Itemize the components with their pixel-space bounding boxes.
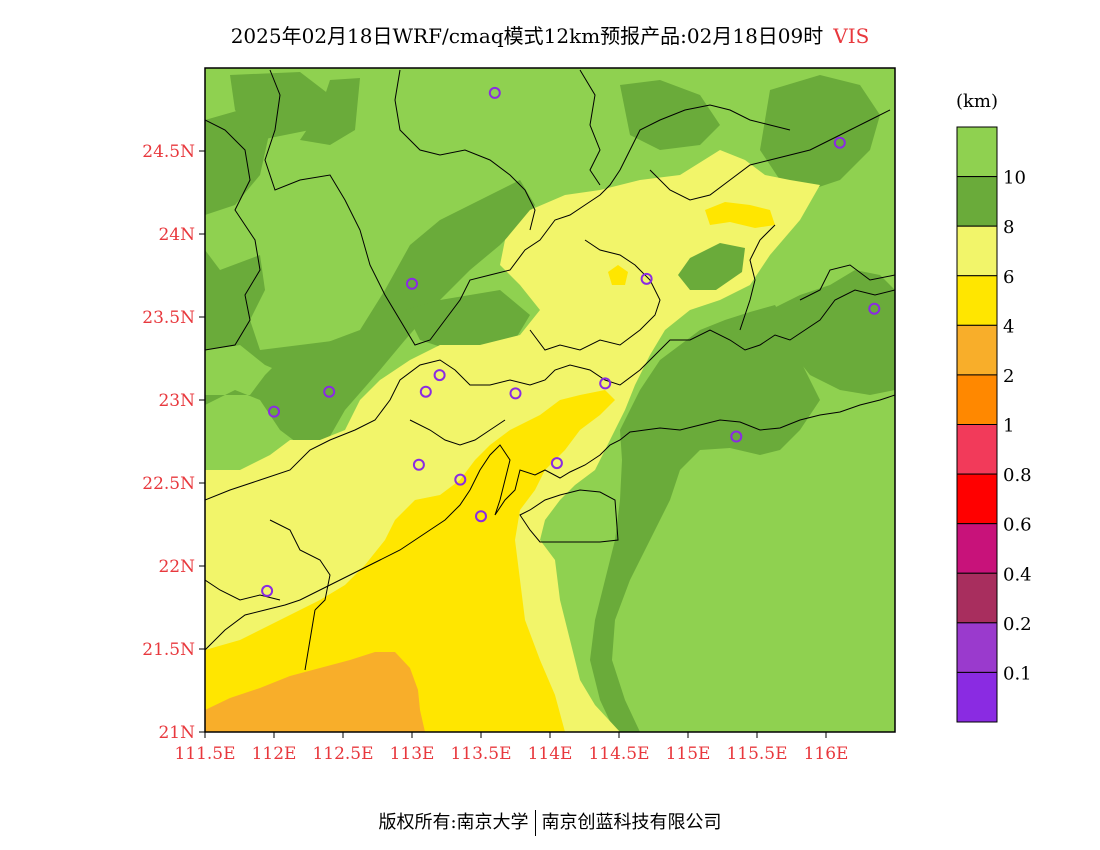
colorbar-swatch	[956, 176, 998, 227]
lon-tick-label: 116E	[804, 744, 849, 764]
province-border-9	[649, 109, 891, 201]
station-marker	[833, 136, 846, 149]
vis-band-2-4	[205, 652, 425, 732]
colorbar-swatch	[956, 225, 998, 277]
lon-tick-label: 113.5E	[450, 744, 511, 764]
station-marker	[475, 510, 487, 523]
visibility-field	[205, 68, 895, 732]
station-marker	[730, 430, 743, 443]
colorbar-label: 0.6	[1003, 515, 1032, 536]
colorbar-unit: (km)	[956, 91, 998, 112]
boundary-lines	[205, 69, 895, 671]
province-border-7	[409, 419, 506, 446]
colorbar-swatch	[956, 424, 998, 475]
colorbar-label: 0.8	[1003, 465, 1032, 486]
station-marker	[550, 457, 563, 470]
province-border-4	[205, 119, 261, 351]
colorbar-label: 10	[1003, 168, 1026, 189]
station-marker	[640, 272, 653, 285]
lat-tick-label: 24N	[158, 225, 195, 245]
lon-tick-label: 115.5E	[726, 744, 787, 764]
colorbar-label: 0.1	[1003, 663, 1032, 684]
colorbar-label: 0.2	[1003, 614, 1032, 635]
station-marker	[433, 369, 446, 382]
footer-credits: 版权所有:南京大学 南京创蓝科技有限公司	[0, 808, 1100, 836]
station-marker	[454, 473, 467, 486]
station-marker	[261, 584, 274, 597]
colorbar-label: 6	[1003, 267, 1014, 288]
vis-band-8-10	[205, 72, 895, 732]
province-border-5	[205, 289, 895, 501]
footer-left: 版权所有:南京大学	[378, 812, 529, 833]
station-marker	[488, 86, 501, 99]
lat-tick-label: 22.5N	[142, 474, 195, 494]
lon-tick-label: 114E	[528, 744, 573, 764]
colorbar-label: 1	[1003, 416, 1014, 437]
lat-tick-label: 21.5N	[142, 640, 195, 660]
colorbar-swatch	[956, 671, 998, 723]
map-title: 2025年02月18日WRF/cmaq模式12km预报产品:02月18日09时 V…	[0, 20, 1100, 49]
lon-tick-label: 115E	[666, 744, 711, 764]
colorbar-label: 0.4	[1003, 564, 1032, 585]
station-marker	[509, 387, 522, 400]
colorbar-label: 2	[1003, 366, 1014, 387]
lat-tick-label: 24.5N	[142, 142, 195, 162]
colorbar-swatch	[956, 523, 998, 574]
coastline	[205, 394, 895, 651]
colorbar-legend: 10 8 6 4 2 1 0.8 0.6 0.4 0.2 0.1 (km)	[956, 91, 1032, 723]
lon-tick-label: 112E	[252, 744, 297, 764]
station-marker	[406, 277, 418, 290]
colorbar-swatch	[956, 572, 998, 624]
station-marker	[868, 302, 881, 315]
variable-label: VIS	[833, 24, 870, 48]
station-marker	[412, 458, 425, 471]
lat-tick-label: 21N	[158, 723, 195, 743]
province-border-3	[579, 69, 601, 186]
colorbar-label: 4	[1003, 316, 1014, 337]
axis-ticks: 111.5E 112E 112.5E 113E 113.5E 114E 114.5E 115E…	[142, 142, 848, 764]
province-border-11	[799, 264, 895, 301]
title-text: 2025年02月18日WRF/cmaq模式12km预报产品:02月18日09时	[230, 24, 824, 48]
station-marker	[419, 385, 432, 398]
footer-right: 南京创蓝科技有限公司	[541, 812, 722, 833]
station-marker	[323, 385, 336, 398]
colorbar-swatch	[956, 126, 998, 178]
colorbar-swatch	[956, 275, 998, 326]
lon-tick-label: 112.5E	[312, 744, 373, 764]
station-marker	[599, 377, 612, 390]
lat-tick-label: 22N	[158, 557, 195, 577]
colorbar-swatch	[956, 374, 998, 425]
vis-band-8-10-ne	[678, 243, 745, 290]
hk-boundary	[519, 489, 619, 543]
station-marker	[268, 405, 280, 418]
lon-tick-label: 111.5E	[174, 744, 235, 764]
footer-separator	[534, 810, 536, 836]
colorbar-label: 8	[1003, 217, 1014, 238]
lon-tick-label: 113E	[390, 744, 435, 764]
lon-tick-label: 114.5E	[588, 744, 649, 764]
province-border-8	[529, 239, 661, 351]
vis-band-4-6	[205, 202, 775, 732]
province-border-2	[394, 69, 536, 231]
colorbar-swatch	[956, 324, 998, 376]
province-border-1	[264, 69, 791, 346]
lat-tick-label: 23.5N	[142, 308, 195, 328]
lat-tick-label: 23N	[158, 391, 195, 411]
station-markers	[261, 86, 881, 597]
province-border-6	[269, 519, 331, 611]
colorbar-swatch	[956, 622, 998, 673]
colorbar-swatch	[956, 473, 998, 525]
province-border-10	[739, 224, 776, 331]
province-border-12	[304, 609, 316, 671]
